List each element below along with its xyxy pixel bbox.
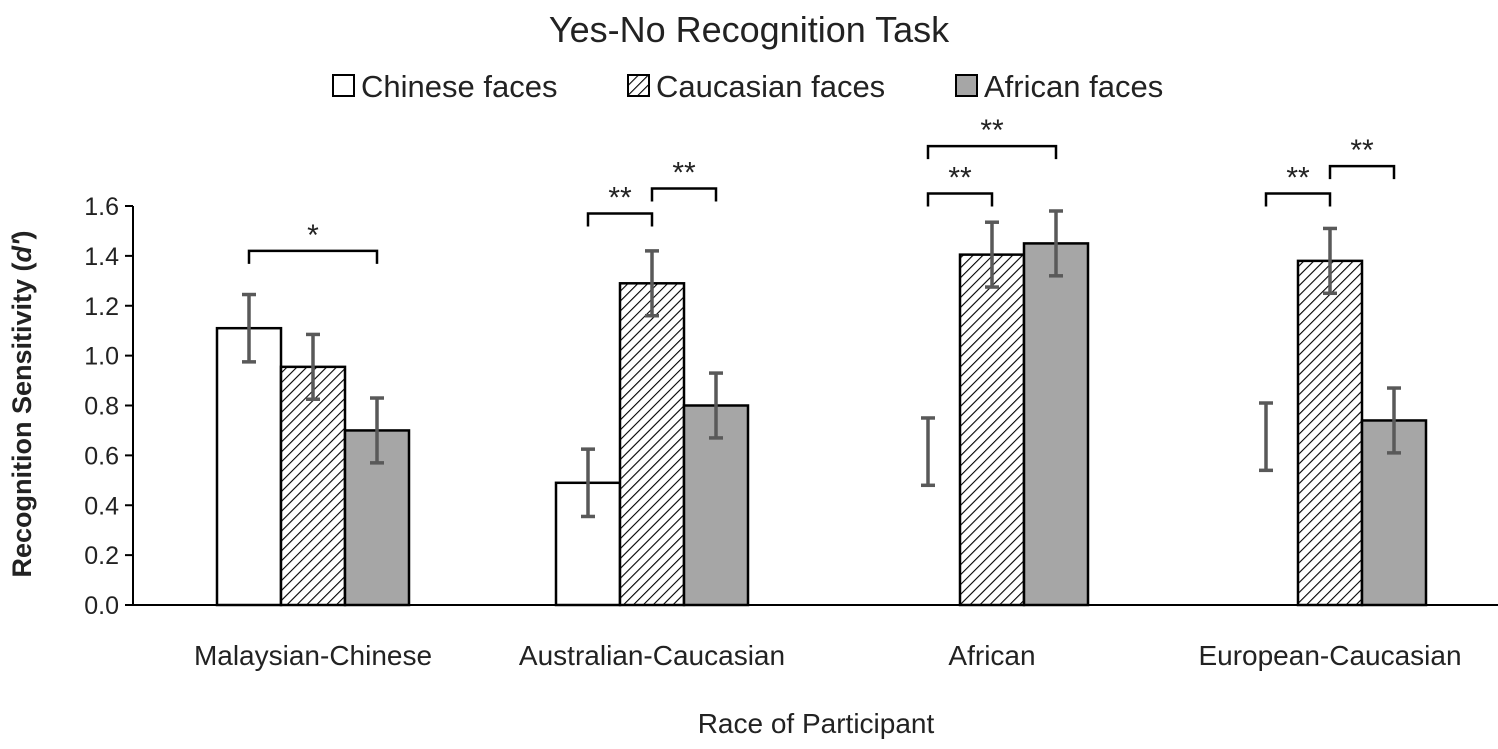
bar-2-2 xyxy=(618,282,686,607)
error-bars xyxy=(242,209,1401,519)
y-tick-label: 0.8 xyxy=(84,393,119,421)
y-tick-label: 0.0 xyxy=(84,592,119,620)
error-bar-1-1 xyxy=(242,292,256,364)
significance-label-7: ** xyxy=(1350,134,1374,167)
significance-annotations: ***** ******** xyxy=(247,114,1396,264)
error-bar-4-3 xyxy=(1387,386,1401,455)
error-bar-4-2 xyxy=(1323,226,1337,296)
significance-label-1: * xyxy=(307,219,319,252)
error-bar-3-3 xyxy=(1049,209,1063,278)
significance-bracket-1: * xyxy=(247,219,379,264)
error-bar-3-2 xyxy=(985,220,999,289)
y-tick-label: 0.4 xyxy=(84,492,119,520)
bar-1-1 xyxy=(215,326,283,607)
significance-label-6: ** xyxy=(1286,162,1310,195)
error-bar-1-3 xyxy=(370,396,384,465)
significance-bracket-5: ** xyxy=(926,114,1058,160)
x-category-label-3: African xyxy=(948,640,1035,671)
significance-label-3: ** xyxy=(672,157,696,190)
y-axis-title-main: Recognition Sensitivity ( xyxy=(7,262,37,577)
error-bar-2-3 xyxy=(709,371,723,440)
legend-label-3: African faces xyxy=(984,69,1163,104)
error-bar-2-1 xyxy=(581,447,595,519)
x-category-label-1: Malaysian-Chinese xyxy=(194,640,432,671)
x-axis: Malaysian-Chinese Australian-Caucasian Afr… xyxy=(133,604,1498,671)
y-axis: 0.0 0.2 0.4 0.6 0.8 1.0 1.2 1.4 1.6 xyxy=(84,193,134,620)
y-axis-title: Recognition Sensitivity (d′) xyxy=(7,230,37,577)
y-axis-title-close: ) xyxy=(7,230,37,239)
significance-bracket-2: ** xyxy=(586,181,654,227)
error-bar-4-1 xyxy=(1259,401,1273,473)
y-tick-label: 1.6 xyxy=(84,193,119,221)
bar-3-2 xyxy=(958,253,1026,607)
y-axis-title-italic: d′ xyxy=(7,238,37,262)
y-tick-label: 1.0 xyxy=(84,343,119,371)
y-tick-label: 0.2 xyxy=(84,542,119,570)
legend-swatch-1 xyxy=(332,74,355,97)
y-tick-label: 1.4 xyxy=(84,243,119,271)
significance-bracket-4: ** xyxy=(926,162,994,207)
bar-4-2 xyxy=(1296,259,1364,607)
error-bar-2-2 xyxy=(645,249,659,318)
significance-bracket-3: ** xyxy=(650,157,718,202)
significance-label-5: ** xyxy=(980,114,1004,147)
bars xyxy=(215,242,1428,607)
x-category-label-2: Australian-Caucasian xyxy=(519,640,785,671)
legend-label-2: Caucasian faces xyxy=(656,69,885,104)
significance-label-2: ** xyxy=(608,181,632,214)
legend-label-1: Chinese faces xyxy=(361,69,557,104)
error-bar-1-2 xyxy=(306,332,320,402)
bar-1-2 xyxy=(279,365,347,607)
y-tick-label: 1.2 xyxy=(84,293,119,321)
legend-swatch-3 xyxy=(955,74,978,97)
significance-label-4: ** xyxy=(948,162,972,195)
significance-bracket-7: ** xyxy=(1328,134,1396,180)
error-bar-3-1 xyxy=(921,416,935,488)
x-category-label-4: European-Caucasian xyxy=(1198,640,1461,671)
x-axis-title: Race of Participant xyxy=(698,708,935,739)
legend: Chinese faces Caucasian faces African face… xyxy=(332,69,1163,104)
significance-bracket-6: ** xyxy=(1264,162,1332,207)
y-tick-label: 0.6 xyxy=(84,442,119,470)
chart-title: Yes-No Recognition Task xyxy=(549,9,950,50)
bar-3-3 xyxy=(1022,242,1090,607)
legend-swatch-2 xyxy=(627,74,650,97)
